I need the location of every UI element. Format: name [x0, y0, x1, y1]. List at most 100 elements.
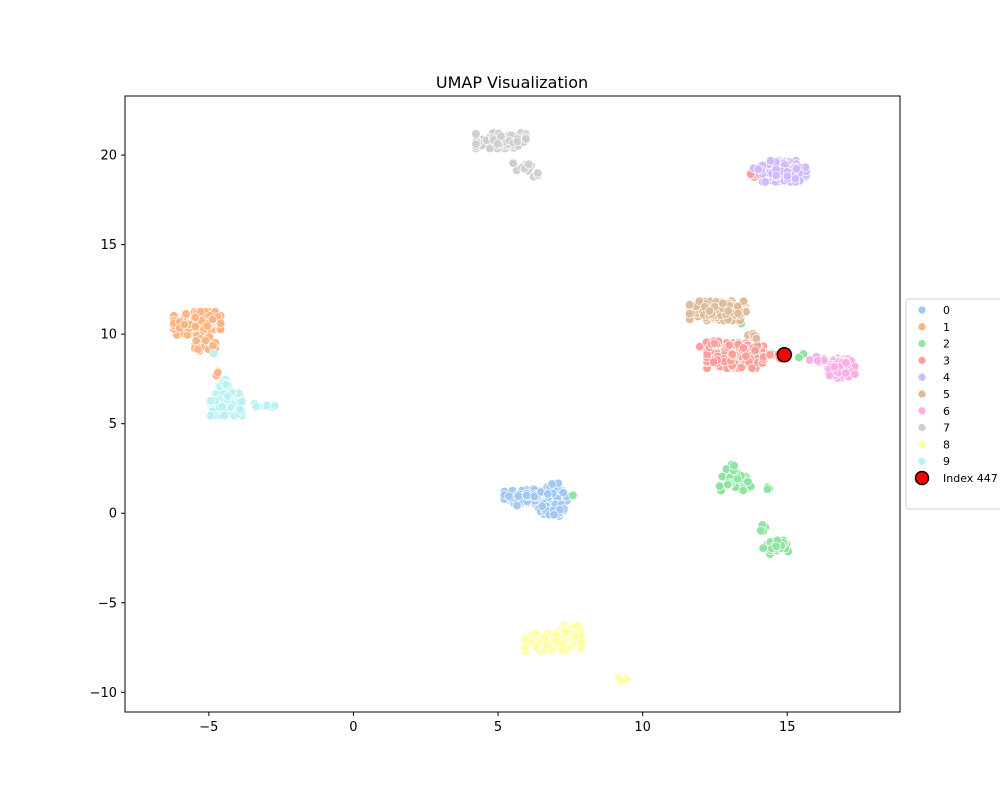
series-8 — [520, 620, 631, 686]
x-tick-label: −5 — [199, 720, 218, 735]
legend-label: 4 — [943, 371, 950, 384]
point-class-0 — [543, 489, 553, 499]
series-2 — [568, 315, 809, 559]
point-class-8 — [551, 628, 561, 639]
point-class-4 — [791, 164, 802, 174]
point-class-9 — [221, 379, 231, 390]
y-tick-label: −5 — [98, 596, 117, 611]
point-class-1 — [191, 335, 201, 346]
y-tick-label: −10 — [90, 686, 117, 701]
point-class-0 — [537, 501, 547, 511]
point-class-3 — [736, 362, 746, 373]
point-class-0 — [558, 488, 568, 498]
x-tick-label: 15 — [779, 720, 796, 735]
point-class-2 — [756, 525, 766, 536]
highlight-layer — [776, 347, 793, 363]
point-class-2 — [771, 541, 781, 552]
point-class-9 — [270, 401, 280, 411]
point-class-0 — [521, 490, 532, 501]
y-axis: −10 −5 0 5 10 15 20 — [90, 149, 125, 701]
legend-marker — [917, 423, 927, 432]
point-class-2 — [729, 461, 739, 471]
point-class-1 — [216, 318, 226, 328]
point-class-8 — [572, 621, 582, 631]
legend: 0 1 2 3 4 5 6 7 8 9 Index 447 — [905, 298, 1000, 510]
legend-label: 2 — [943, 338, 950, 351]
point-class-7 — [508, 158, 518, 168]
legend-label: 8 — [943, 438, 950, 451]
point-class-5 — [704, 306, 715, 316]
point-class-0 — [504, 491, 514, 501]
point-class-2 — [568, 490, 578, 500]
point-class-8 — [570, 631, 581, 641]
point-class-3 — [765, 350, 775, 360]
point-class-1 — [208, 341, 218, 351]
point-class-7 — [471, 139, 481, 149]
legend-marker — [917, 339, 927, 348]
plot-frame — [124, 95, 901, 713]
legend-marker — [917, 440, 927, 449]
legend-marker — [917, 456, 927, 466]
legend-marker-highlight — [914, 470, 930, 486]
point-class-6 — [840, 368, 851, 378]
point-class-3 — [750, 345, 760, 356]
point-class-5 — [685, 309, 695, 319]
point-class-2 — [723, 479, 733, 490]
point-class-6 — [805, 355, 815, 365]
legend-label-highlight: Index 447 — [943, 472, 998, 485]
point-class-1 — [202, 321, 213, 331]
point-class-3 — [724, 340, 734, 350]
point-class-1 — [179, 320, 189, 330]
point-class-9 — [237, 397, 247, 407]
point-class-7 — [521, 134, 531, 144]
point-class-9 — [235, 404, 245, 415]
data-points — [169, 128, 860, 686]
point-class-2 — [714, 481, 725, 491]
point-class-0 — [549, 510, 559, 520]
legend-marker — [917, 322, 927, 332]
point-class-5 — [694, 296, 704, 306]
legend-label: 3 — [943, 354, 950, 367]
point-class-3 — [738, 343, 749, 353]
point-class-4 — [782, 171, 792, 181]
point-class-5 — [751, 333, 761, 344]
series-0 — [499, 478, 572, 521]
legend-label: 5 — [943, 388, 950, 401]
legend-box — [905, 298, 1000, 510]
point-class-2 — [738, 485, 748, 496]
point-class-6 — [850, 369, 860, 379]
legend-marker — [917, 389, 927, 399]
y-tick-label: 0 — [109, 507, 117, 522]
point-class-8 — [616, 676, 626, 686]
x-tick-label: 10 — [634, 720, 651, 735]
point-class-2 — [758, 543, 768, 553]
point-class-4 — [790, 174, 800, 184]
point-class-5 — [685, 300, 695, 310]
point-class-3 — [747, 363, 757, 373]
point-class-7 — [524, 159, 534, 169]
legend-marker — [917, 372, 927, 382]
series-6 — [805, 352, 860, 383]
point-class-9 — [219, 410, 229, 421]
point-class-6 — [824, 370, 835, 381]
point-class-1 — [207, 314, 218, 325]
series-4 — [748, 155, 811, 187]
point-class-6 — [812, 355, 823, 366]
chart-title: UMAP Visualization — [436, 73, 588, 92]
point-class-2 — [762, 484, 773, 494]
point-class-9 — [205, 410, 216, 421]
point-class-9 — [223, 391, 233, 401]
point-class-1 — [193, 344, 203, 354]
point-class-9 — [206, 396, 216, 406]
point-class-3 — [709, 338, 720, 349]
legend-label: 6 — [943, 405, 950, 418]
point-class-1 — [190, 321, 200, 332]
point-class-6 — [841, 358, 851, 368]
point-class-9 — [208, 348, 219, 359]
point-class-9 — [251, 401, 261, 412]
point-class-4 — [771, 170, 781, 181]
highlight-point — [776, 347, 793, 363]
point-class-7 — [512, 136, 522, 147]
